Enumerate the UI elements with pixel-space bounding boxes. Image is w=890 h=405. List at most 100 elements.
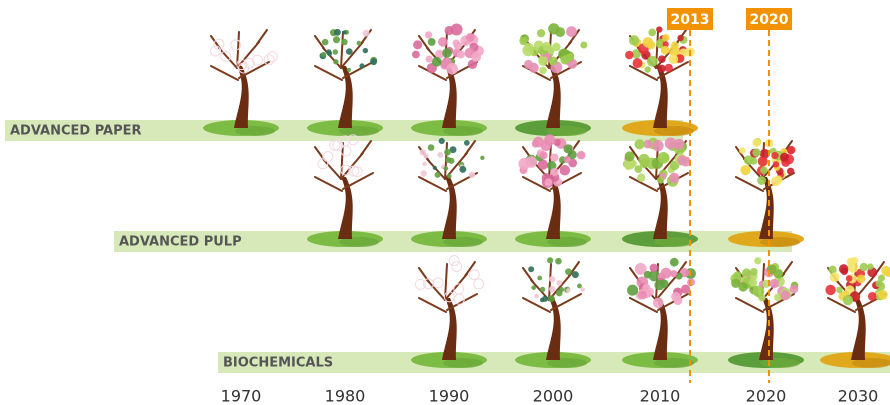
ground-shade [547,237,587,247]
branch [464,140,476,156]
foliage [642,283,651,292]
foliage [332,36,341,44]
trunk [851,298,866,360]
trunk [442,177,457,239]
foliage [875,280,883,288]
ground-shade [654,237,694,247]
branch [827,297,856,313]
foliage [424,31,433,39]
foliage [537,275,543,281]
foliage [677,34,684,42]
foliage [345,48,353,55]
branch [568,29,580,45]
foliage [624,162,632,170]
trunk [653,177,668,239]
foliage [652,297,664,309]
branch [735,176,764,192]
foliage [539,286,546,293]
foliage [657,152,670,164]
foliage [326,49,332,55]
tree-icon [411,255,487,368]
foliage [443,166,449,171]
foliage [413,40,423,50]
tree-icon [622,137,698,247]
branch [655,273,679,301]
branch [314,35,326,51]
foliage [749,157,758,165]
foliage [634,263,647,275]
foliage [780,290,791,301]
foliage [631,49,641,59]
foliage [538,56,549,66]
foliage [444,148,451,156]
foliage [547,257,554,264]
branch [464,261,476,277]
branch [340,31,344,69]
foliage [664,63,673,73]
foliage [548,56,558,66]
foliage [845,275,853,282]
blossom-outline [348,165,360,177]
foliage [539,151,548,160]
foliage [847,262,859,273]
foliage [333,59,339,65]
blossom-outline [340,164,352,176]
foliage [437,37,448,47]
foliage [559,164,571,176]
marker-label: 2020 [750,12,789,28]
foliage [560,55,570,65]
foliage [648,28,657,37]
foliage [772,161,780,168]
foliage [463,140,470,146]
foliage [528,62,539,73]
foliage [539,66,547,75]
blossom-outline [322,150,334,162]
foliage [643,270,652,279]
foliage [828,265,837,274]
foliage [628,35,640,46]
foliage [548,23,560,35]
foliage [668,172,680,184]
trunk [338,177,353,239]
foliage [435,49,445,59]
foliage [467,59,478,70]
trunk [442,66,457,128]
branch [548,263,552,301]
ground-shade [339,237,379,247]
foliage [542,41,552,51]
foliage [420,170,427,177]
branch [256,29,268,45]
trunk [338,66,353,128]
foliage [537,159,549,170]
foliage [634,139,645,150]
foliage [829,272,840,283]
foliage [662,33,670,42]
branch [522,267,534,283]
branch [342,172,374,190]
tree-icon [622,257,698,368]
foliage [449,146,457,154]
foliage [576,150,586,160]
foliage [625,50,634,60]
foliage [580,287,586,292]
foliage [741,268,752,278]
blossom-outline [230,39,242,51]
branch [342,61,374,79]
branch [238,61,270,79]
branch [340,41,364,69]
tree-icon [728,257,804,368]
foliage [471,52,482,62]
foliage [739,147,746,154]
foliage [669,257,679,267]
branch [550,293,582,311]
branch [735,297,764,313]
trunk [234,66,249,128]
branch [418,267,430,283]
foliage [670,270,678,278]
foliage [752,285,765,298]
ground-shade [547,126,587,136]
foliage [446,63,458,75]
ground-shade [852,358,890,368]
branch [522,297,551,313]
